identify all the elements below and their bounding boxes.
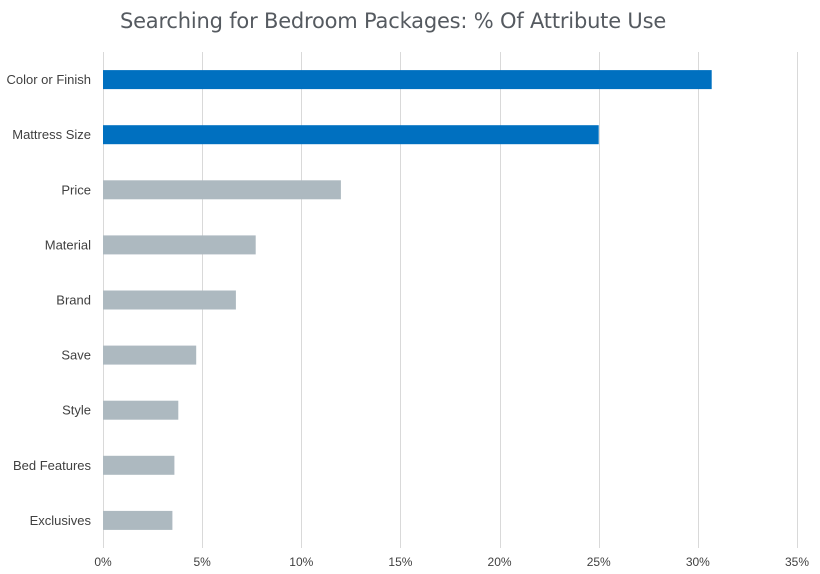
x-tick-label: 10% [289, 555, 313, 569]
x-tick-label: 5% [193, 555, 211, 569]
bar [103, 455, 175, 475]
x-tick-label: 35% [785, 555, 809, 569]
category-label: Color or Finish [6, 72, 91, 87]
category-label: Price [61, 182, 91, 197]
category-label: Mattress Size [12, 127, 91, 142]
bars [103, 70, 712, 530]
category-label: Brand [56, 293, 91, 308]
x-tick-label: 30% [686, 555, 710, 569]
bar [103, 180, 341, 200]
bar [103, 235, 256, 255]
category-label: Bed Features [13, 458, 92, 473]
bar [103, 125, 599, 145]
bar [103, 70, 712, 90]
category-label: Style [62, 403, 91, 418]
bar [103, 400, 179, 420]
x-tick-label: 0% [94, 555, 112, 569]
x-tick-label: 25% [587, 555, 611, 569]
bar [103, 345, 197, 365]
category-label: Save [61, 348, 91, 363]
bar [103, 510, 173, 530]
chart-title: Searching for Bedroom Packages: % Of Att… [119, 9, 667, 33]
category-labels: Color or Finish Mattress Size Price Materia… [6, 72, 91, 528]
x-tick-label: 20% [488, 555, 512, 569]
x-axis-tick-labels: 0% 5% 10% 15% 20% 25% 30% 35% [94, 555, 809, 569]
bar [103, 290, 236, 310]
category-label: Material [45, 237, 91, 252]
x-tick-label: 15% [388, 555, 412, 569]
category-label: Exclusives [30, 513, 92, 528]
